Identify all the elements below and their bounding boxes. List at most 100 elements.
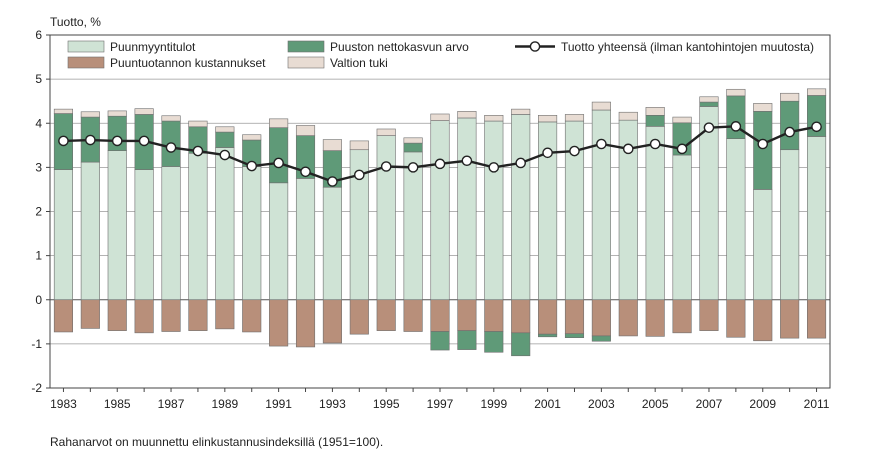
total-point [676, 143, 688, 155]
y-tick-label: -1 [31, 337, 42, 351]
bar-kustannukset [618, 299, 638, 337]
total-point [757, 138, 769, 150]
legend-puunmyyntitulot-label: Puunmyyntitulot [110, 40, 196, 54]
bar-valtion-tuki [780, 92, 800, 102]
bar-valtion-tuki [107, 110, 127, 117]
bar-valtion-tuki [403, 137, 423, 144]
legend-nettokasvu-swatch [287, 40, 325, 53]
x-tick-label: 2007 [696, 397, 723, 411]
bar-kustannukset [188, 299, 208, 331]
y-tick-label: 4 [35, 116, 42, 130]
legend-total-marker [529, 41, 541, 52]
bar-valtion-tuki [538, 115, 558, 123]
bar-puunmyyntitulot [107, 150, 127, 301]
x-tick-label: 2003 [588, 397, 615, 411]
bar-valtion-tuki [376, 128, 396, 136]
bar-kustannukset [161, 299, 181, 332]
bar-valtion-tuki [188, 120, 208, 128]
bar-kustannukset [107, 299, 127, 331]
total-line [58, 121, 822, 187]
bar-kustannukset [295, 299, 316, 348]
bar-puunmyyntitulot [726, 138, 746, 301]
bar-kustannukset [511, 299, 531, 334]
total-point [569, 145, 580, 157]
bar-kustannukset [376, 299, 396, 331]
x-tick-label: 1991 [265, 397, 292, 411]
bar-puunmyyntitulot [376, 135, 396, 301]
bar-valtion-tuki [215, 126, 235, 133]
bar-puunmyyntitulot [699, 106, 719, 301]
bar-nettokasvu [645, 115, 665, 127]
bar-valtion-tuki [322, 139, 342, 151]
x-tick-label: 1983 [50, 397, 77, 411]
y-tick-label: -2 [31, 381, 42, 395]
bar-puunmyyntitulot [457, 117, 477, 301]
bar-kustannukset [457, 299, 477, 331]
x-tick-label: 2009 [749, 397, 776, 411]
bar-valtion-tuki [134, 108, 154, 115]
legend-valtion-tuki-swatch [287, 56, 325, 69]
footnote: Rahanarvot on muunnettu elinkustannusind… [50, 435, 383, 449]
bar-nettokasvu-negative [430, 331, 450, 351]
bar-puunmyyntitulot [295, 178, 316, 301]
bar-puunmyyntitulot [511, 114, 531, 301]
bar-nettokasvu-negative [591, 335, 611, 342]
bar-valtion-tuki [591, 101, 611, 111]
bar-valtion-tuki [726, 88, 746, 97]
bar-puunmyyntitulot [591, 109, 611, 301]
total-point [380, 161, 392, 172]
bar-kustannukset [538, 299, 558, 335]
bar-nettokasvu [699, 101, 719, 107]
total-point [165, 142, 177, 153]
total-point [596, 138, 607, 150]
x-tick-label: 1985 [104, 397, 131, 411]
bar-valtion-tuki [269, 118, 289, 128]
y-tick-label: 5 [35, 72, 42, 86]
y-tick-label: 3 [35, 160, 42, 174]
bar-kustannukset [322, 299, 342, 344]
total-point [515, 157, 526, 169]
y-axis-title: Tuotto, % [50, 15, 101, 29]
bar-kustannukset [269, 299, 289, 347]
bar-puunmyyntitulot [134, 169, 154, 301]
x-tick-label: 1989 [211, 397, 238, 411]
bar-nettokasvu [753, 111, 773, 190]
bar-nettokasvu-negative [538, 333, 558, 338]
bar-nettokasvu-negative [457, 330, 477, 350]
total-point [246, 160, 258, 172]
bar-puunmyyntitulot [430, 120, 450, 301]
total-point [85, 134, 96, 146]
bar-nettokasvu-negative [484, 331, 504, 353]
bar-puunmyyntitulot [161, 166, 181, 301]
bar-valtion-tuki [295, 125, 316, 136]
total-point [622, 143, 634, 155]
total-point [300, 166, 311, 178]
bar-puunmyyntitulot [322, 186, 342, 301]
bar-kustannukset [430, 299, 450, 332]
bar-nettokasvu [269, 127, 289, 184]
x-tick-label: 1999 [480, 397, 507, 411]
total-point [784, 126, 795, 138]
bar-valtion-tuki [457, 111, 477, 119]
bar-kustannukset [672, 299, 692, 334]
total-point [488, 162, 500, 173]
bar-kustannukset [780, 299, 800, 339]
x-tick-label: 1997 [427, 397, 454, 411]
bar-kustannukset [726, 299, 746, 338]
x-tick-label: 2011 [804, 397, 830, 411]
bar-kustannukset [349, 299, 369, 335]
bar-kustannukset [215, 299, 235, 330]
bar-nettokasvu [780, 100, 800, 151]
bar-valtion-tuki [80, 111, 100, 118]
total-point [703, 122, 715, 133]
total-point [138, 135, 150, 147]
total-point [434, 158, 446, 170]
bar-kustannukset [484, 299, 504, 332]
bar-puunmyyntitulot [53, 169, 73, 301]
bar-puunmyyntitulot [780, 149, 800, 301]
bar-kustannukset [753, 299, 773, 342]
bar-puunmyyntitulot [269, 182, 289, 301]
total-point [111, 135, 123, 147]
bar-valtion-tuki [699, 96, 719, 103]
bar-kustannukset [242, 299, 262, 333]
